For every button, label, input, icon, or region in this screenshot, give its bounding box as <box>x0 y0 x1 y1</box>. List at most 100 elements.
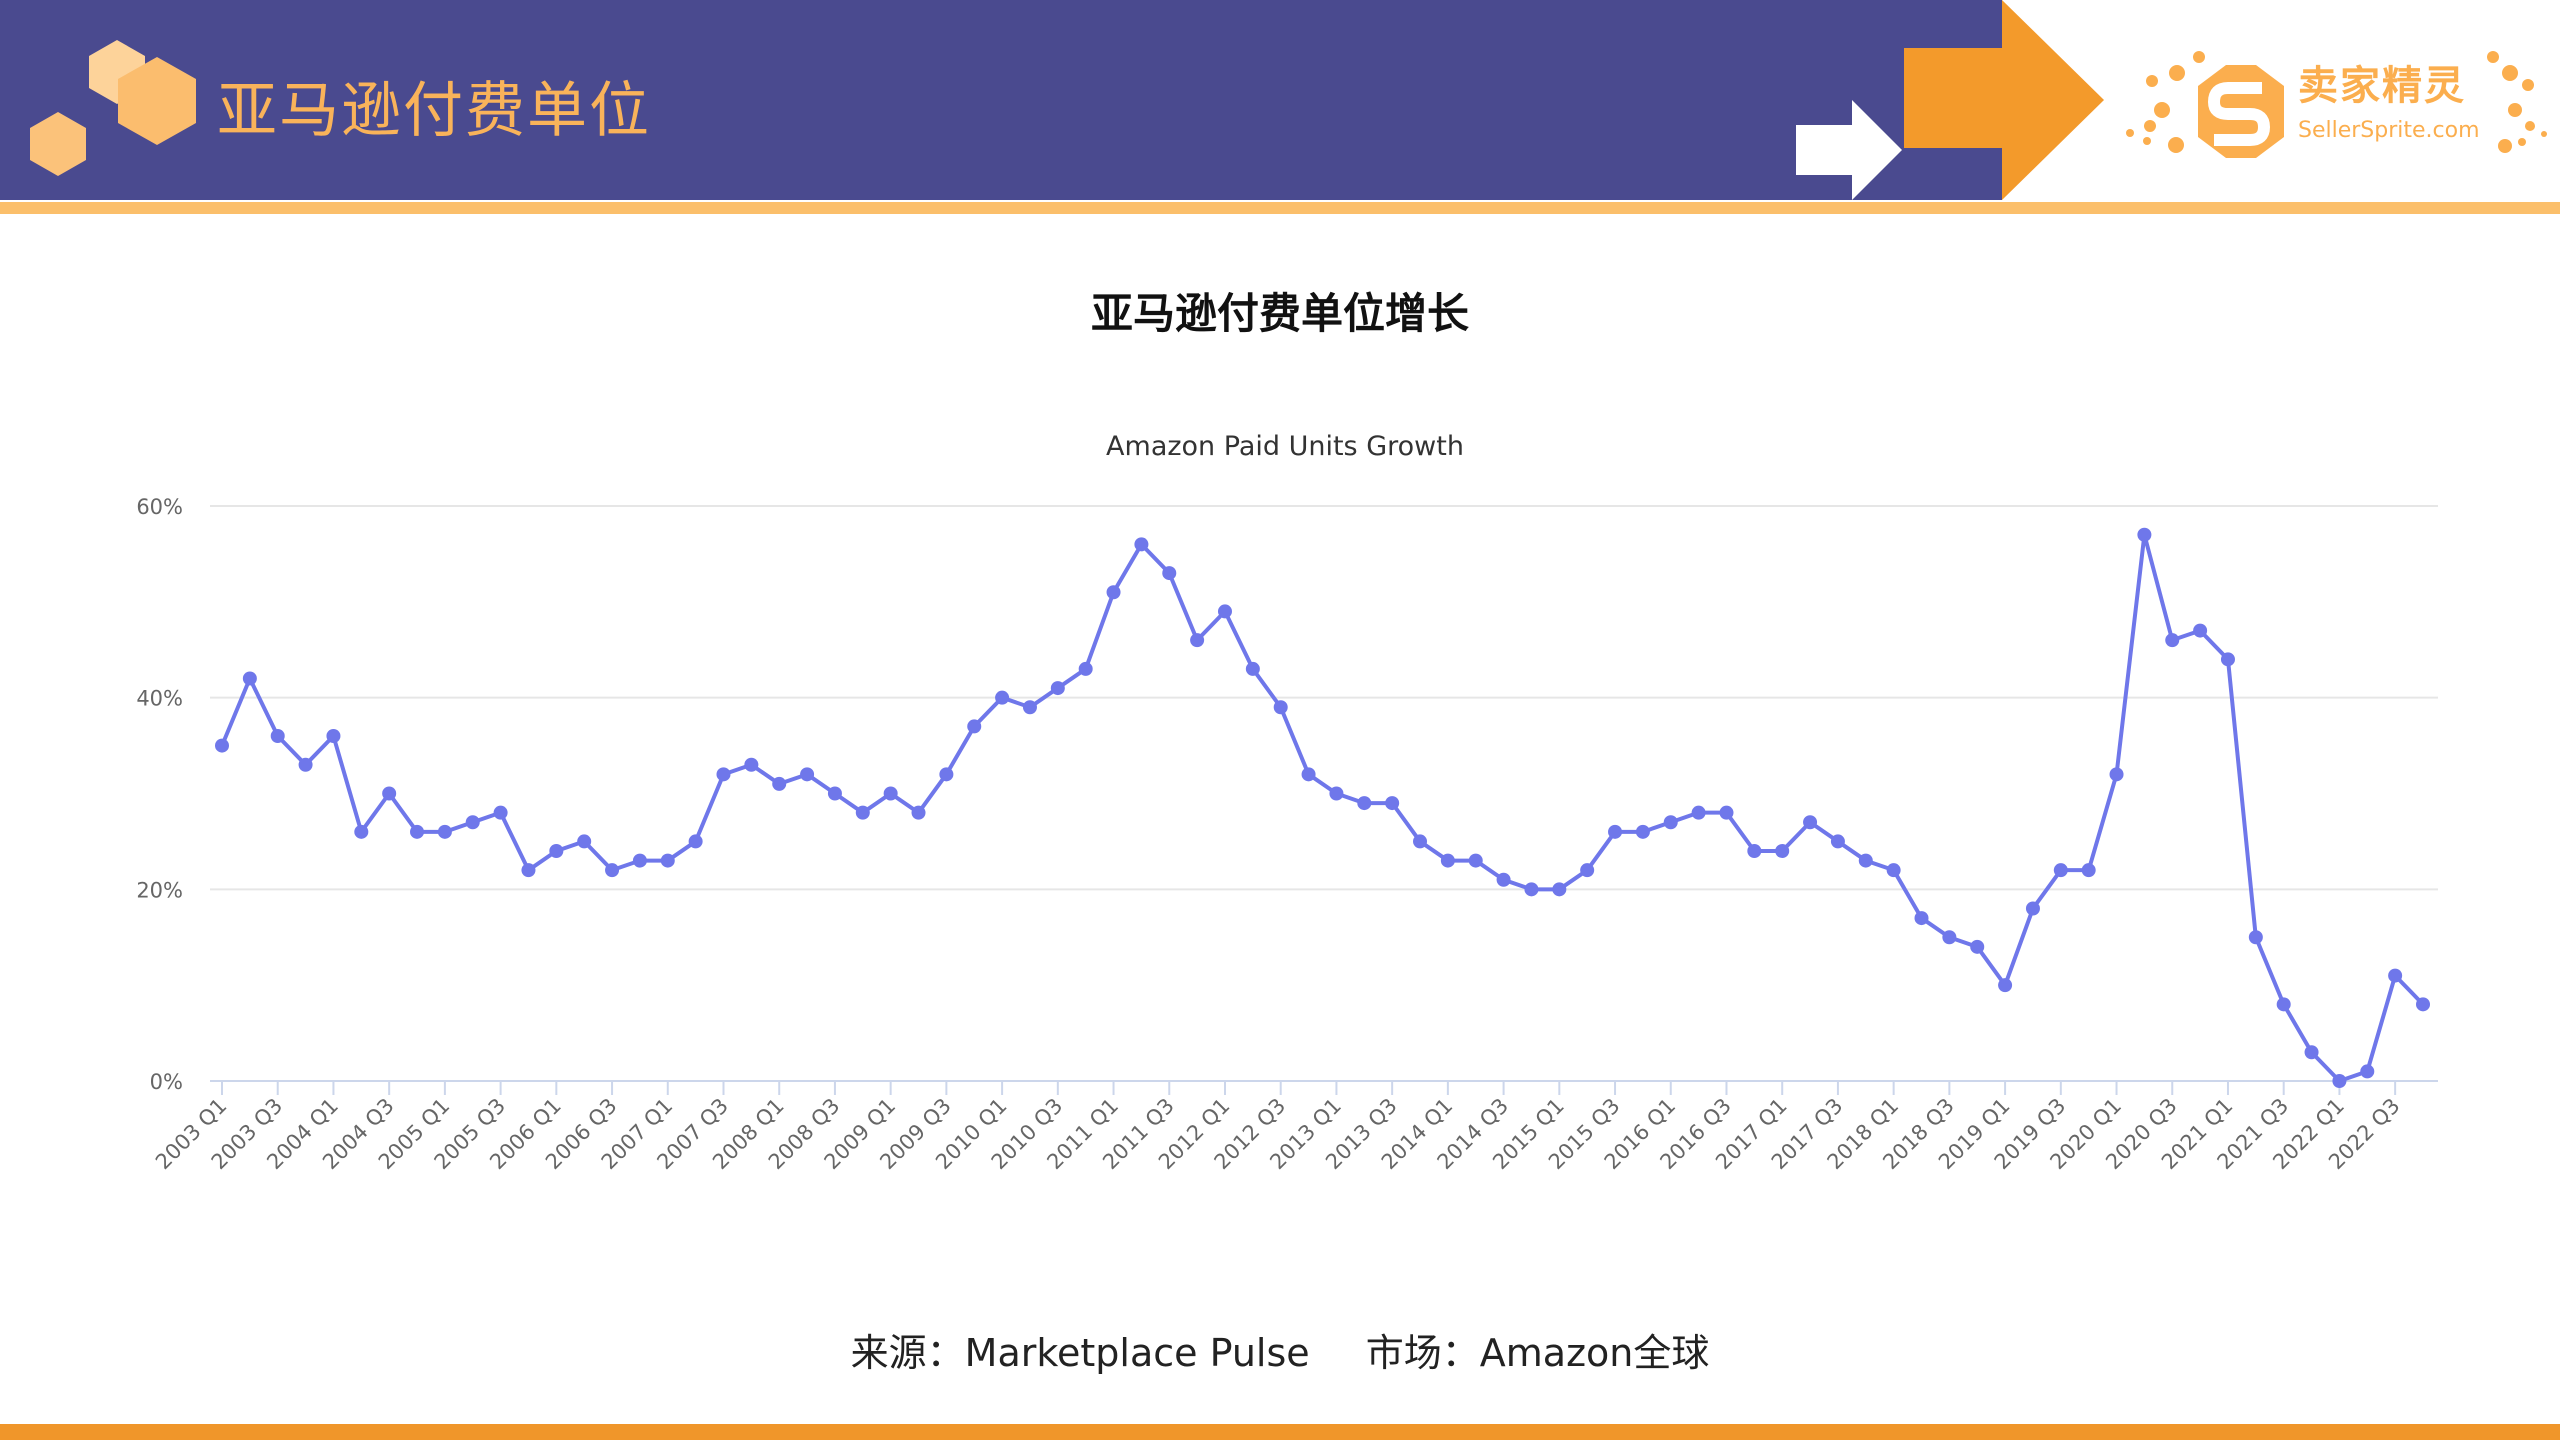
data-point <box>382 786 397 801</box>
data-point <box>326 729 341 743</box>
data-point <box>549 844 564 858</box>
data-point <box>855 805 870 820</box>
chart-title: Amazon Paid Units Growth <box>1106 431 1464 462</box>
data-point <box>1747 844 1762 858</box>
data-point <box>2053 863 2068 878</box>
arrow-icon <box>1796 0 2104 200</box>
data-point <box>1635 824 1650 839</box>
data-point <box>1524 882 1539 897</box>
data-point <box>827 786 842 801</box>
data-point <box>2304 1045 2319 1060</box>
data-point <box>521 863 536 878</box>
data-point <box>1663 815 1678 830</box>
header-stripe <box>0 202 2560 214</box>
data-point <box>1468 853 1483 868</box>
data-point <box>298 757 313 772</box>
data-point <box>2332 1074 2347 1088</box>
data-point <box>354 824 369 839</box>
data-point <box>1775 844 1790 858</box>
data-point <box>2137 527 2152 542</box>
data-point <box>1106 585 1121 600</box>
header-title: 亚马逊付费单位 <box>217 76 651 146</box>
hexagon-logo-icon <box>30 40 196 176</box>
data-point <box>967 719 982 734</box>
data-point <box>1830 834 1845 849</box>
data-point <box>1691 805 1706 820</box>
data-point <box>1942 930 1957 945</box>
data-point <box>2360 1064 2375 1079</box>
data-point <box>883 786 898 801</box>
data-point <box>437 824 452 839</box>
market-text: 市场：Amazon全球 <box>1365 1331 1710 1375</box>
data-point <box>1385 796 1400 811</box>
data-point <box>493 805 508 820</box>
data-point <box>270 729 285 743</box>
data-point <box>242 671 257 686</box>
data-point <box>605 863 620 878</box>
source-line: 来源：Marketplace Pulse 市场：Amazon全球 <box>0 1322 2560 1377</box>
logo-s-shape <box>2208 82 2270 146</box>
header-decor <box>30 0 2104 200</box>
data-point <box>1440 853 1455 868</box>
data-point <box>1998 978 2013 993</box>
data-point <box>660 853 675 868</box>
data-point <box>939 767 954 782</box>
data-point <box>1886 863 1901 878</box>
data-point <box>1580 863 1595 878</box>
data-point <box>1413 834 1428 849</box>
data-point <box>716 767 731 782</box>
data-point <box>772 776 787 791</box>
data-point <box>1357 796 1372 811</box>
data-point <box>995 690 1010 705</box>
data-point <box>1970 939 1985 954</box>
data-point <box>632 853 647 868</box>
data-point <box>688 834 703 849</box>
y-tick-label: 20% <box>136 878 183 902</box>
data-point <box>1496 872 1511 887</box>
y-tick-label: 0% <box>150 1070 183 1094</box>
data-point <box>2388 968 2403 983</box>
data-point <box>1301 767 1316 782</box>
data-point <box>1134 537 1149 552</box>
data-point <box>1050 681 1065 696</box>
data-point <box>1552 882 1567 897</box>
data-point <box>2276 997 2291 1012</box>
data-point <box>215 738 229 753</box>
logo-text-cn: 卖家精灵 <box>2298 63 2466 109</box>
page-title: 亚马逊付费单位增长 <box>1090 289 1469 338</box>
data-point <box>1719 805 1734 820</box>
data-point <box>1803 815 1818 830</box>
series-line <box>220 532 2425 1083</box>
data-point <box>2165 633 2180 648</box>
header: 卖家精灵 SellerSprite.com 亚马逊付费单位 <box>0 0 2560 200</box>
data-point <box>1078 661 1093 676</box>
data-point <box>1190 633 1205 648</box>
data-point <box>2248 930 2263 945</box>
header-band <box>0 0 2002 200</box>
data-point <box>1162 566 1177 581</box>
data-point <box>911 805 926 820</box>
data-point <box>465 815 480 830</box>
sellersprite-logo-icon <box>2126 51 2547 158</box>
data-point <box>1245 661 1260 676</box>
data-point <box>800 767 815 782</box>
data-point <box>2193 623 2208 638</box>
data-point <box>2220 652 2235 667</box>
data-point <box>1217 604 1232 619</box>
data-point <box>1858 853 1873 868</box>
data-point <box>1608 824 1623 839</box>
data-point <box>744 757 759 772</box>
data-point <box>2109 767 2124 782</box>
data-point <box>2416 997 2430 1012</box>
data-point <box>2025 901 2040 916</box>
y-tick-label: 60% <box>136 495 183 519</box>
data-point <box>1914 911 1929 926</box>
data-point <box>577 834 592 849</box>
data-point <box>1329 786 1344 801</box>
source-text: 来源：Marketplace Pulse <box>850 1331 1310 1375</box>
data-point <box>1273 700 1288 715</box>
bottom-bar <box>0 1424 2560 1440</box>
logo-text-en: SellerSprite.com <box>2298 118 2480 143</box>
line-chart: Amazon Paid Units Growth0%20%40%60%2003 … <box>136 431 2438 1174</box>
y-tick-label: 40% <box>136 687 183 711</box>
